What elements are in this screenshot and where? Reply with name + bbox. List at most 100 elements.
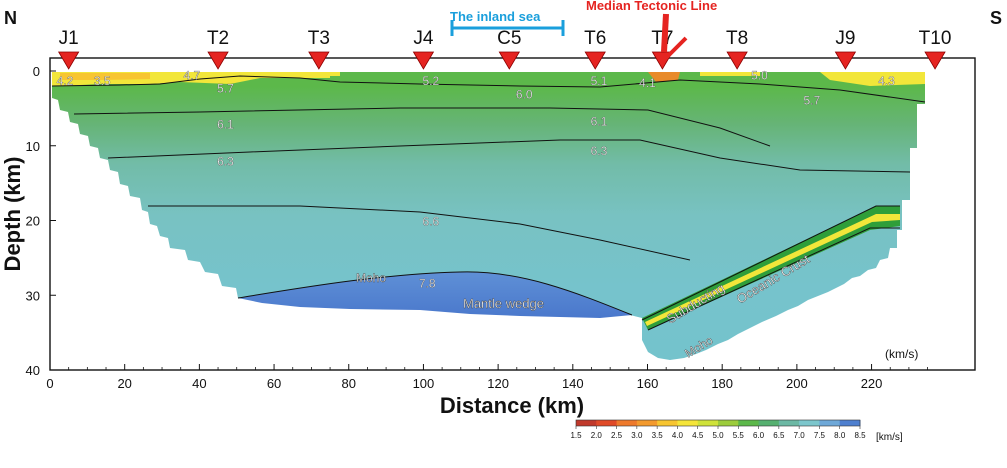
colorbar-unit-label: [km/s] xyxy=(876,432,903,443)
velocity-value-label: 4.1 xyxy=(639,76,656,90)
colorbar-tick-label: 2.0 xyxy=(591,431,603,440)
colorbar-tick-label: 1.5 xyxy=(570,431,582,440)
station-triangle xyxy=(924,51,946,70)
velocity-value-label: 5.0 xyxy=(751,69,768,83)
x-tick-label: 0 xyxy=(46,376,53,391)
velocity-labels: 4.2 3.5 4.7 5.7 5.2 6.0 5.1 4.1 5.0 4.3 5.7 6.1 6.1 6… xyxy=(56,69,895,291)
station-label: C5 xyxy=(497,28,521,49)
y-tick-label: 10 xyxy=(26,139,40,154)
colorbar-tick-label: 3.5 xyxy=(652,431,664,440)
colorbar-tick-label: 4.0 xyxy=(672,431,684,440)
colorbar-segment xyxy=(738,420,760,426)
station-markers: J1T2T3J4C5T6T7T8J9T10 xyxy=(57,28,952,70)
colorbar-segment xyxy=(657,420,678,426)
colorbar-segment xyxy=(839,420,861,426)
inland-sea-label: The inland sea xyxy=(450,9,541,24)
colorbar-tick-label: 8.0 xyxy=(834,431,846,440)
station-label: J9 xyxy=(835,28,855,49)
station-triangle xyxy=(726,51,748,70)
velocity-colorbar: 1.5 2.0 2.5 3.0 3.5 4.0 4.5 5.0 5.5 6.0 6.5 7.0 7.5 8… xyxy=(570,419,866,440)
velocity-value-label: 5.2 xyxy=(423,74,440,88)
contour-lines xyxy=(51,75,926,331)
station-triangle xyxy=(834,51,857,70)
moho-upper-label: Moho xyxy=(356,271,386,285)
x-tick-label: 160 xyxy=(637,376,659,391)
colorbar-tick-label: 7.5 xyxy=(814,431,826,440)
x-tick-label: 40 xyxy=(192,376,206,391)
x-axis-title: Distance (km) xyxy=(440,393,584,418)
x-tick-label: 140 xyxy=(562,376,584,391)
x-tick-label: 200 xyxy=(786,376,808,391)
y-tick-label: 20 xyxy=(26,214,40,229)
colorbar-tick-label: 8.5 xyxy=(854,431,866,440)
colorbar-segment xyxy=(596,420,618,426)
inland-sea-bracket xyxy=(450,20,565,36)
colorbar-tick-label: 6.5 xyxy=(773,431,785,440)
station-triangle xyxy=(498,51,521,70)
colorbar-tick-label: 4.5 xyxy=(692,431,704,440)
surface-yellow-patch-2 xyxy=(700,72,760,76)
colorbar-segment xyxy=(778,420,800,426)
x-tick-label: 180 xyxy=(711,376,733,391)
y-axis-title: Depth (km) xyxy=(0,157,25,272)
x-tick-label: 220 xyxy=(861,376,883,391)
velocity-value-label: 6.0 xyxy=(516,87,533,101)
velocity-value-label: 4.7 xyxy=(184,69,201,83)
model-edge-steps xyxy=(52,100,228,292)
colorbar-segment xyxy=(718,420,739,426)
velocity-value-label: 6.3 xyxy=(591,144,608,158)
velocity-value-label: 6.3 xyxy=(217,155,234,169)
median-tectonic-line-arrow xyxy=(661,13,688,62)
mantle-wedge-label: Mantle wedge xyxy=(463,296,544,311)
station-label: T3 xyxy=(308,28,330,49)
station-triangle xyxy=(207,51,229,70)
surface-yellow-patch-3 xyxy=(820,72,925,86)
x-axis-ticks: 0 20 40 60 80 100 120 140 160 180 200 220 xyxy=(46,364,928,391)
colorbar-segment xyxy=(677,420,699,426)
station-label: T8 xyxy=(726,28,748,49)
y-tick-label: 30 xyxy=(26,288,40,303)
station-triangle xyxy=(412,51,435,70)
x-tick-label: 100 xyxy=(413,376,435,391)
station-label: T2 xyxy=(207,28,229,49)
velocity-value-label: 6.1 xyxy=(217,117,234,131)
velocity-value-label: 5.1 xyxy=(591,74,608,88)
colorbar-tick-label: 3.0 xyxy=(631,431,643,440)
surface-yellow-patch-4 xyxy=(290,72,340,76)
colorbar-segment xyxy=(636,420,658,426)
station-triangle xyxy=(584,51,606,70)
slab-yellow-band xyxy=(645,214,900,326)
colorbar-tick-label: 5.5 xyxy=(733,431,745,440)
station-triangle xyxy=(57,51,80,70)
station-label: J4 xyxy=(413,28,434,49)
colorbar-segment xyxy=(697,420,719,426)
y-axis-ticks: 0 10 20 30 40 xyxy=(26,64,56,378)
station-label: T6 xyxy=(584,28,606,49)
y-tick-label: 40 xyxy=(26,363,40,378)
station-label: T10 xyxy=(919,28,952,49)
colorbar-segment xyxy=(576,420,597,426)
velocity-value-label: 6.6 xyxy=(423,215,440,229)
south-label: S xyxy=(990,8,1002,28)
y-tick-label: 0 xyxy=(33,64,40,79)
x-tick-label: 20 xyxy=(117,376,131,391)
velocity-model-body xyxy=(52,72,925,360)
surface-orange-patch xyxy=(60,73,150,80)
colorbar-segment xyxy=(758,420,780,426)
colorbar-segment xyxy=(819,420,841,426)
velocity-value-label: 4.3 xyxy=(878,74,895,88)
x-tick-label: 120 xyxy=(487,376,509,391)
colorbar-tick-label: 5.0 xyxy=(712,431,724,440)
median-tectonic-line-label: Median Tectonic Line xyxy=(586,0,717,13)
mantle-wedge-region xyxy=(238,271,632,318)
colorbar-tick-label: 7.0 xyxy=(794,431,806,440)
mtl-low-velocity-patch xyxy=(648,72,680,82)
velocity-value-label: 5.7 xyxy=(803,93,820,107)
x-tick-label: 60 xyxy=(267,376,281,391)
colorbar-segment xyxy=(799,420,820,426)
x-tick-label: 80 xyxy=(342,376,356,391)
velocity-value-label: 7.8 xyxy=(419,277,436,291)
station-label: J1 xyxy=(59,28,79,49)
units-label: (km/s) xyxy=(885,347,918,361)
